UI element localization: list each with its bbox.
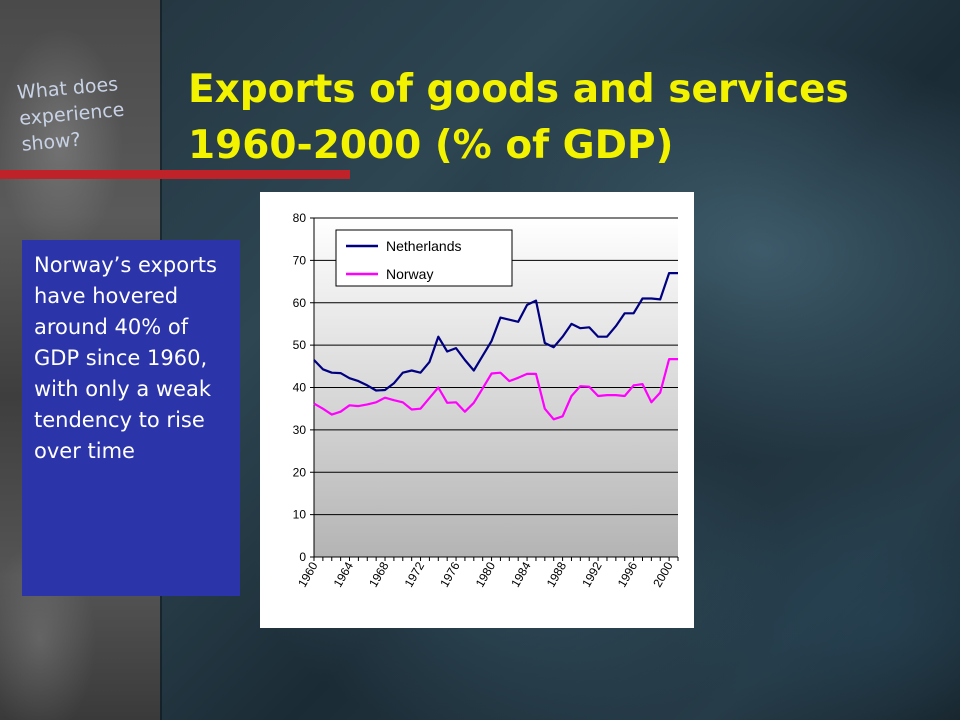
y-tick-label-0: 0 (299, 550, 306, 564)
x-tick-label-1988: 1988 (544, 559, 570, 589)
x-tick-label-1972: 1972 (402, 559, 428, 589)
title-line-2: 1960-2000 (% of GDP) (188, 123, 674, 168)
title-line-1: Exports of goods and services (188, 67, 849, 112)
section-kicker: What does experience show? (16, 73, 126, 156)
note-box: Norway’s exports have hovered around 40%… (22, 240, 240, 596)
x-tick-label-1992: 1992 (579, 559, 605, 589)
y-tick-label-80: 80 (293, 211, 307, 225)
y-tick-label-30: 30 (293, 423, 307, 437)
x-tick-label-1980: 1980 (473, 559, 499, 589)
y-tick-label-40: 40 (293, 381, 307, 395)
slide-title: Exports of goods and services 1960-2000 … (188, 62, 948, 174)
y-tick-label-10: 10 (293, 508, 307, 522)
x-tick-label-1996: 1996 (615, 559, 641, 589)
legend-box (335, 229, 513, 287)
x-tick-label-1968: 1968 (366, 559, 392, 589)
series-line-netherlands (313, 271, 678, 392)
y-tick-label-60: 60 (293, 296, 307, 310)
series-line-norway (313, 358, 678, 421)
y-tick-label-50: 50 (293, 338, 307, 352)
chart-panel: 0 10 20 30 40 50 60 70 80 1960 1964 1968 1972 1976 198… (260, 192, 694, 628)
x-tick-label-1964: 1964 (331, 559, 357, 589)
y-tick-label-20: 20 (293, 465, 307, 479)
red-accent-rule (0, 170, 350, 179)
y-tick-label-70: 70 (293, 253, 307, 267)
legend-label-netherlands: Netherlands (386, 238, 462, 254)
legend-label-norway: Norway (386, 266, 433, 282)
x-tick-label-1984: 1984 (508, 559, 534, 589)
x-tick-label-1976: 1976 (437, 559, 463, 589)
note-text: Norway’s exports have hovered around 40%… (34, 253, 217, 463)
x-tick-label-2000: 2000 (650, 559, 676, 589)
